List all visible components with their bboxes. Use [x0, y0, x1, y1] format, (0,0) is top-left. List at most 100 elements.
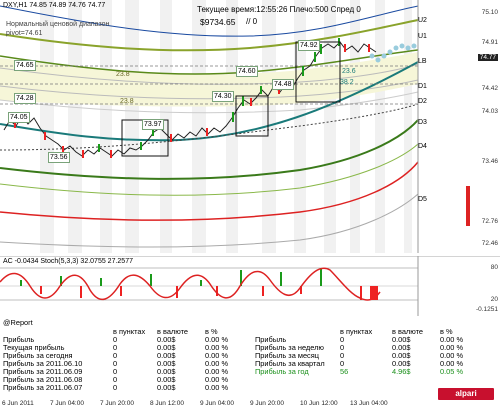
col-header: в пунктах	[113, 327, 146, 336]
report-cell-label: Прибыль за 2011.06.10	[3, 359, 83, 368]
time-tick: 7 Jun 04:00	[50, 400, 84, 407]
price-tag: 74.60	[236, 66, 258, 77]
report-cell-pts: 0	[113, 335, 118, 344]
report-cell-label: Прибыль за 2011.06.08	[3, 375, 83, 384]
oscillator-svg	[0, 255, 500, 316]
report-cell-pts: 0	[340, 359, 345, 368]
y-axis-label: 74.91	[481, 39, 498, 46]
projection-dots	[369, 43, 417, 63]
oscillator-label: AC -0.0434 Stoch(5,3,3) 32.0755 27.2577	[3, 258, 133, 265]
oscillator-bars	[20, 268, 362, 300]
report-row: Прибыль за 2011.06.09 0 0.00$ 0.00 %	[0, 368, 500, 376]
report-cell-pts: 0	[113, 351, 118, 360]
report-row: Прибыль за 2011.06.07 0 0.00$ 0.00 %	[0, 384, 500, 392]
report-cell-cur: 0.00$	[157, 343, 176, 352]
report-cell-pts: 0	[113, 375, 118, 384]
report-cell-label: Прибыль за месяц	[255, 351, 319, 360]
report-row: Прибыль за год 56 4.96$ 0.05 %	[0, 368, 500, 376]
report-cell-cur: 0.00$	[157, 375, 176, 384]
y-axis-label: 73.46	[481, 158, 498, 165]
report-cell-label: Прибыль за год	[255, 367, 309, 376]
level-d1: D1	[418, 83, 427, 90]
col-header: в валюте	[157, 327, 189, 336]
col-header: в пунктах	[340, 327, 373, 336]
report-cell-cur: 0.00$	[157, 335, 176, 344]
report-row: Прибыль за сегодня 0 0.00$ 0.00 %	[0, 352, 500, 360]
current-price: 74.77	[477, 54, 498, 61]
alpari-logo: alpari	[438, 388, 494, 400]
price-tag: 73.97	[142, 119, 164, 130]
report-cell-pct: 0.00 %	[440, 359, 464, 368]
price-tag: 74.05	[8, 112, 30, 123]
report-cell-pts: 0	[113, 383, 118, 392]
report-cell-pts: 0	[113, 343, 118, 352]
report-cell-cur: 0.00$	[157, 359, 176, 368]
report-cell-pts: 0	[113, 359, 118, 368]
y-axis-label: 72.46	[481, 240, 498, 247]
price-tag: 74.92	[298, 40, 320, 51]
report-cell-label: Прибыль за 2011.06.09	[3, 367, 83, 376]
report-title: @Report	[3, 318, 33, 327]
report-cell-pts: 0	[340, 351, 345, 360]
report-cell-pct: 0.00 %	[440, 351, 464, 360]
report-row: Прибыль 0 0.00$ 0.00 %	[0, 336, 500, 344]
report-cell-label: Прибыль за сегодня	[3, 351, 73, 360]
report-cell-pct: 0.00 %	[440, 335, 464, 344]
report-cell-pts: 0	[340, 335, 345, 344]
report-cell-pts: 56	[340, 367, 349, 376]
report-cell-label: Текущая прибыль	[3, 343, 65, 352]
report-cell-label: Прибыль	[3, 335, 35, 344]
report-cell-pct: 0.00 %	[205, 359, 229, 368]
report-cell-pts: 0	[340, 343, 345, 352]
level-lb: LB	[418, 58, 427, 65]
report-cell-pct: 0.00 %	[205, 335, 229, 344]
price-tag: 74.65	[14, 60, 36, 71]
report-panel: @Report в пунктах в валюте в % в пунктах…	[0, 318, 500, 400]
price-tag: 74.48	[272, 79, 294, 90]
time-tick: 13 Jun 04:00	[350, 400, 388, 407]
time-tick: 6 Jun 2011	[2, 400, 34, 407]
price-chart[interactable]: DXY,H1 74.85 74.89 74.76 74.77 Нормальны…	[0, 0, 500, 253]
report-row: Прибыль за квартал 0 0.00$ 0.00 %	[0, 360, 500, 368]
fib-label: 23.8	[120, 98, 134, 105]
y-axis-label: 74.42	[481, 85, 498, 92]
report-cell-pct: 0.00 %	[205, 367, 229, 376]
price-tag: 73.56	[48, 152, 70, 163]
time-tick: 9 Jun 20:00	[250, 400, 284, 407]
report-cell-cur: 0.00$	[392, 359, 411, 368]
fib-label: 23.8	[116, 71, 130, 78]
col-header: в %	[205, 327, 218, 336]
report-cell-pct: 0.00 %	[205, 351, 229, 360]
time-tick: 7 Jun 20:00	[100, 400, 134, 407]
indicator-label: Нормальный ценовой диапазон	[6, 21, 110, 28]
report-cell-label: Прибыль за неделю	[255, 343, 324, 352]
y-axis-label: 72.76	[481, 218, 498, 225]
col-header: в %	[440, 327, 453, 336]
osc-y-label: 20	[490, 296, 498, 303]
report-cell-pct: 0.05 %	[440, 367, 464, 376]
balance-extra: // 0	[246, 17, 258, 26]
time-tick: 9 Jun 04:00	[200, 400, 234, 407]
fib-label: 38.2	[340, 79, 354, 86]
price-tag: 74.28	[14, 93, 36, 104]
report-cell-pct: 0.00 %	[205, 383, 229, 392]
y-axis-label: 75.10	[481, 9, 498, 16]
osc-y-label: -0.1251	[475, 306, 498, 313]
report-header-row: в пунктах в валюте в % в пунктах в валют…	[0, 328, 500, 336]
report-cell-pct: 0.00 %	[440, 343, 464, 352]
report-cell-pts: 0	[113, 367, 118, 376]
server-time: Текущее время:12:55:26 Плечо:500 Спред 0	[197, 5, 361, 14]
report-cell-cur: 0.00$	[157, 367, 176, 376]
time-tick: 8 Jun 12:00	[150, 400, 184, 407]
report-cell-label: Прибыль	[255, 335, 287, 344]
report-cell-cur: 0.00$	[392, 343, 411, 352]
report-cell-cur: 0.00$	[157, 351, 176, 360]
report-row: Прибыль за неделю 0 0.00$ 0.00 %	[0, 344, 500, 352]
level-u1: U1	[418, 33, 427, 40]
oscillator-panel[interactable]: AC -0.0434 Stoch(5,3,3) 32.0755 27.2577 …	[0, 255, 500, 316]
time-axis: 6 Jun 2011 7 Jun 04:00 7 Jun 20:00 8 Jun…	[0, 400, 500, 413]
balance: $9734.65	[200, 17, 236, 27]
report-row: Прибыль за месяц 0 0.00$ 0.00 %	[0, 352, 500, 360]
report-cell-cur: 0.00$	[392, 335, 411, 344]
level-d2: D2	[418, 98, 427, 105]
